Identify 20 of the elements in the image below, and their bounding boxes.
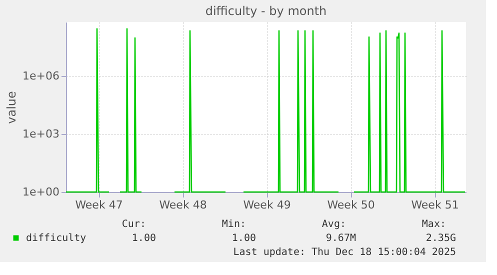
x-tick-label: Week 51 bbox=[411, 198, 459, 212]
x-tick-label: Week 47 bbox=[75, 198, 123, 212]
text: Max: bbox=[422, 219, 446, 230]
text: Last update: Thu Dec 18 15:00:04 2025 bbox=[233, 247, 456, 258]
y-tick-label: 1e+06 bbox=[22, 69, 60, 82]
y-tick-label: 1e+03 bbox=[22, 127, 60, 140]
text: Avg: bbox=[322, 219, 346, 230]
text: Min: bbox=[222, 219, 246, 230]
text: 1.00 bbox=[232, 233, 256, 244]
chart-title: difficulty - by month bbox=[205, 4, 327, 18]
text: 9.67M bbox=[326, 233, 356, 244]
legend-label: difficulty bbox=[26, 233, 86, 244]
text: Cur: bbox=[122, 219, 146, 230]
x-tick-label: Week 49 bbox=[243, 198, 291, 212]
y-axis-title: value bbox=[4, 91, 19, 124]
text: 1.00 bbox=[132, 233, 156, 244]
y-tick-label: 1e+00 bbox=[22, 186, 60, 198]
text: 2.35G bbox=[426, 233, 456, 244]
x-tick-label: Week 48 bbox=[159, 198, 207, 212]
x-tick-label: Week 50 bbox=[327, 198, 375, 212]
